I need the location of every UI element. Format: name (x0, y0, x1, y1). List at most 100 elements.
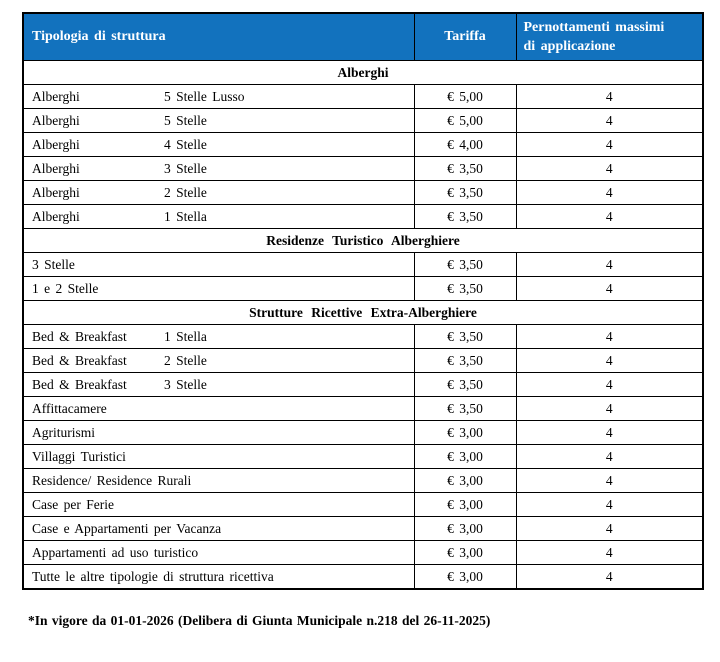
table-row: Villaggi Turistici € 3,00 4 (22, 444, 704, 469)
structure-category-label: 5 Stelle Lusso (164, 88, 245, 104)
table-row: Alberghi 1 Stella € 3,50 4 (22, 204, 704, 229)
structure-category-label: 5 Stelle (164, 112, 207, 128)
table-row: Agriturismi € 3,00 4 (22, 420, 704, 445)
structure-type-label: Case per Ferie (32, 496, 114, 512)
section-title: Alberghi (22, 60, 704, 85)
max-nights-value: 4 (515, 276, 704, 301)
tariff-value: € 3,50 (413, 180, 517, 205)
tariff-value: € 3,00 (413, 420, 517, 445)
table-row: 1 e 2 Stelle € 3,50 4 (22, 276, 704, 301)
structure-type-label: 1 e 2 Stelle (32, 280, 99, 296)
max-nights-value: 4 (515, 444, 704, 469)
structure-type-cell: Bed & Breakfast 3 Stelle (22, 372, 415, 397)
section-header-row: Strutture Ricettive Extra-Alberghiere (22, 300, 704, 325)
structure-type-cell: Alberghi 3 Stelle (22, 156, 415, 181)
tariff-value: € 3,50 (413, 396, 517, 421)
structure-type-label: Case e Appartamenti per Vacanza (32, 520, 222, 536)
structure-category-label: 1 Stella (164, 328, 207, 344)
max-nights-value: 4 (515, 204, 704, 229)
table-row: Alberghi 5 Stelle € 5,00 4 (22, 108, 704, 133)
table-row: 3 Stelle € 3,50 4 (22, 252, 704, 277)
table-row: Alberghi 2 Stelle € 3,50 4 (22, 180, 704, 205)
table-body: Alberghi Alberghi 5 Stelle Lusso € 5,00 … (22, 60, 704, 590)
structure-type-cell: Residence/ Residence Rurali (22, 468, 415, 493)
tariff-value: € 3,00 (413, 540, 517, 565)
tariff-value: € 3,50 (413, 324, 517, 349)
column-header-tariffa: Tariffa (413, 12, 517, 61)
table-row: Alberghi 4 Stelle € 4,00 4 (22, 132, 704, 157)
structure-type-cell: Agriturismi (22, 420, 415, 445)
structure-type-label: Alberghi (32, 208, 80, 224)
structure-type-cell: Case per Ferie (22, 492, 415, 517)
tariff-value: € 5,00 (413, 108, 517, 133)
max-nights-value: 4 (515, 156, 704, 181)
structure-type-cell: Affittacamere (22, 396, 415, 421)
column-header-pernottamenti-line1: Pernottamenti massimi (523, 20, 665, 35)
tariff-value: € 3,50 (413, 372, 517, 397)
structure-type-cell: Alberghi 1 Stella (22, 204, 415, 229)
max-nights-value: 4 (515, 516, 704, 541)
structure-type-label: Alberghi (32, 112, 80, 128)
max-nights-value: 4 (515, 396, 704, 421)
structure-type-cell: 3 Stelle (22, 252, 415, 277)
structure-category-label: 3 Stelle (164, 376, 207, 392)
tariff-value: € 3,00 (413, 444, 517, 469)
tariff-value: € 3,00 (413, 564, 517, 590)
max-nights-value: 4 (515, 492, 704, 517)
structure-type-label: Agriturismi (32, 424, 95, 440)
structure-type-cell: Alberghi 5 Stelle (22, 108, 415, 133)
max-nights-value: 4 (515, 180, 704, 205)
structure-type-cell: Alberghi 5 Stelle Lusso (22, 84, 415, 109)
tariff-value: € 4,00 (413, 132, 517, 157)
max-nights-value: 4 (515, 84, 704, 109)
footnote: *In vigore da 01-01-2026 (Delibera di Gi… (28, 613, 491, 628)
table-row: Bed & Breakfast 1 Stella € 3,50 4 (22, 324, 704, 349)
section-header-row: Residenze Turistico Alberghiere (22, 228, 704, 253)
structure-type-label: Bed & Breakfast (32, 352, 127, 368)
table-row: Bed & Breakfast 3 Stelle € 3,50 4 (22, 372, 704, 397)
tariff-value: € 3,50 (413, 252, 517, 277)
max-nights-value: 4 (515, 324, 704, 349)
tariff-value: € 3,50 (413, 204, 517, 229)
section-header-row: Alberghi (22, 60, 704, 85)
structure-type-cell: Bed & Breakfast 2 Stelle (22, 348, 415, 373)
section-title: Residenze Turistico Alberghiere (22, 228, 704, 253)
tariff-value: € 3,50 (413, 276, 517, 301)
structure-category-label: 1 Stella (164, 208, 207, 224)
max-nights-value: 4 (515, 540, 704, 565)
max-nights-value: 4 (515, 348, 704, 373)
structure-type-cell: Bed & Breakfast 1 Stella (22, 324, 415, 349)
structure-type-label: Tutte le altre tipologie di struttura ri… (32, 568, 274, 584)
structure-type-cell: Appartamenti ad uso turistico (22, 540, 415, 565)
table-row: Affittacamere € 3,50 4 (22, 396, 704, 421)
structure-type-label: Alberghi (32, 160, 80, 176)
structure-type-cell: Alberghi 4 Stelle (22, 132, 415, 157)
structure-type-cell: Alberghi 2 Stelle (22, 180, 415, 205)
column-header-pernottamenti-line2: di applicazione (523, 39, 616, 54)
structure-type-label: Appartamenti ad uso turistico (32, 544, 199, 560)
structure-type-label: Affittacamere (32, 400, 107, 416)
tariff-value: € 5,00 (413, 84, 517, 109)
column-header-tipologia: Tipologia di struttura (22, 12, 415, 61)
table-row: Alberghi 3 Stelle € 3,50 4 (22, 156, 704, 181)
max-nights-value: 4 (515, 564, 704, 590)
structure-type-label: Alberghi (32, 184, 80, 200)
tariff-value: € 3,00 (413, 516, 517, 541)
max-nights-value: 4 (515, 372, 704, 397)
structure-category-label: 3 Stelle (164, 160, 207, 176)
structure-type-label: Bed & Breakfast (32, 376, 127, 392)
table-header-row: Tipologia di struttura Tariffa Pernottam… (22, 12, 704, 61)
table-row: Appartamenti ad uso turistico € 3,00 4 (22, 540, 704, 565)
structure-category-label: 2 Stelle (164, 352, 207, 368)
structure-type-label: Alberghi (32, 88, 80, 104)
max-nights-value: 4 (515, 252, 704, 277)
structure-type-label: Alberghi (32, 136, 80, 152)
tariff-value: € 3,50 (413, 348, 517, 373)
tourist-tax-tariff-table: Tipologia di struttura Tariffa Pernottam… (22, 12, 704, 590)
max-nights-value: 4 (515, 108, 704, 133)
structure-type-cell: 1 e 2 Stelle (22, 276, 415, 301)
column-header-pernottamenti: Pernottamenti massimi di applicazione (515, 12, 704, 61)
section-title: Strutture Ricettive Extra-Alberghiere (22, 300, 704, 325)
table-row: Alberghi 5 Stelle Lusso € 5,00 4 (22, 84, 704, 109)
